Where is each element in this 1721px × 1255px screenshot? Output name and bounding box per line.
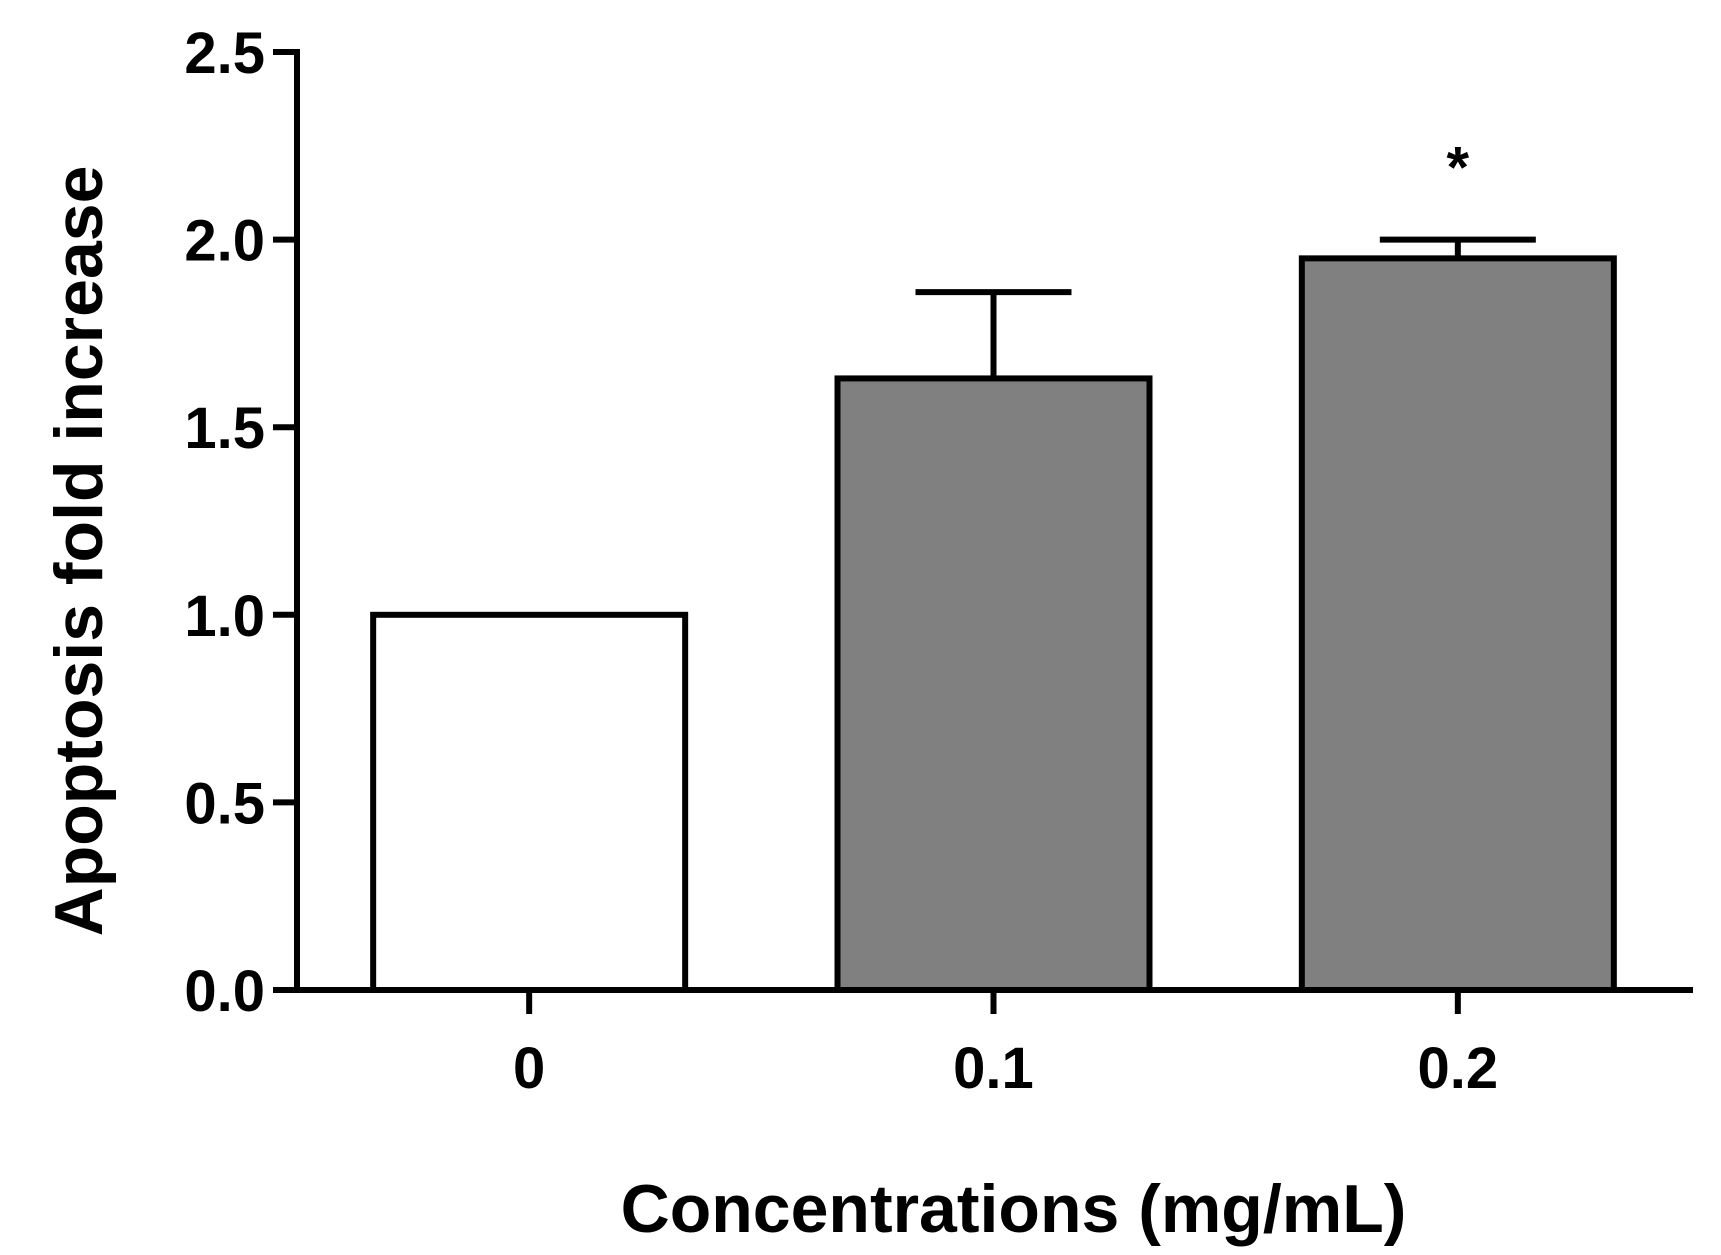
y-axis-title: Apoptosis fold increase	[41, 166, 117, 937]
y-tick-label: 0.5	[184, 771, 265, 836]
bar-0.1	[834, 375, 1153, 993]
significance-marker: *	[1447, 136, 1470, 201]
x-tick-label: 0	[513, 1036, 545, 1101]
y-tick-label: 0.0	[184, 959, 265, 1024]
bars-group	[370, 255, 1617, 993]
error-bars-group	[915, 236, 1536, 379]
annotations-group: *	[1447, 136, 1470, 201]
x-axis-title: Concentrations (mg/mL)	[621, 1171, 1407, 1247]
y-axis-ticks: 0.0 0.5 1.0 1.5 2.0 2.5	[184, 21, 297, 1024]
y-tick-label: 1.0	[184, 584, 265, 649]
y-tick-label: 1.5	[184, 396, 265, 461]
bar-0.2	[1298, 255, 1617, 993]
y-tick-label: 2.0	[184, 209, 265, 274]
bar-0	[370, 611, 689, 993]
y-tick-label: 2.5	[184, 21, 265, 86]
x-axis-ticks: 0 0.1 0.2	[513, 990, 1498, 1101]
x-tick-label: 0.2	[1418, 1036, 1499, 1101]
x-tick-label: 0.1	[953, 1036, 1034, 1101]
